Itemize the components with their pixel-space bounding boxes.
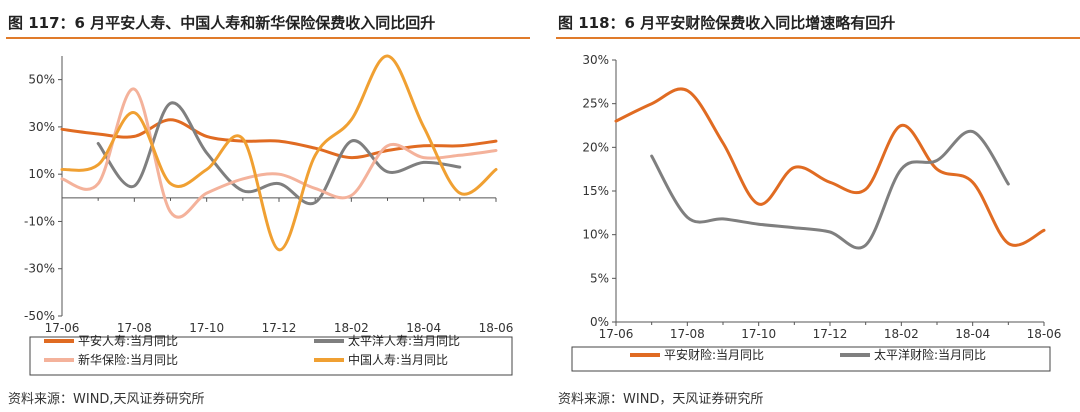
chart-canvas-left: 50% 30% 10% -10% -30% -50%17-06 17-08 17-10 17-1… bbox=[24, 54, 514, 376]
legend-label: 新华保险:当月同比 bbox=[78, 352, 178, 367]
y-tick-label: 25% bbox=[582, 97, 609, 111]
chart-title: 图 117：6 月平安人寿、中国人寿和新华保险保费收入同比回升 bbox=[8, 14, 436, 32]
x-tick-label: 18-02 bbox=[884, 327, 919, 341]
x-tick-label: 17-10 bbox=[741, 327, 776, 341]
title-divider bbox=[556, 37, 1080, 39]
y-tick-label: -50% bbox=[24, 309, 55, 323]
x-tick-label: 17-12 bbox=[262, 321, 297, 335]
x-tick-label: 17-10 bbox=[189, 321, 224, 335]
x-tick-label: 17-08 bbox=[670, 327, 705, 341]
y-tick-label: 30% bbox=[582, 53, 609, 67]
y-tick-label: 30% bbox=[28, 120, 55, 134]
legend-label: 平安财险:当月同比 bbox=[664, 347, 764, 362]
chart-title: 图 118：6 月平安财险保费收入同比增速略有回升 bbox=[558, 14, 896, 32]
y-tick-label: 10% bbox=[582, 228, 609, 242]
series-line bbox=[60, 118, 498, 160]
source-note: 资料来源：WIND,天风证券研究所 bbox=[8, 392, 205, 407]
title-divider bbox=[6, 37, 530, 39]
x-tick-label: 17-12 bbox=[813, 327, 848, 341]
x-tick-label: 18-06 bbox=[479, 321, 514, 335]
source-note: 资料来源：WIND，天风证券研究所 bbox=[558, 392, 764, 407]
legend-label: 中国人寿:当月同比 bbox=[348, 352, 448, 367]
x-tick-label: 17-08 bbox=[117, 321, 152, 335]
x-tick-label: 17-06 bbox=[45, 321, 80, 335]
legend-label: 太平洋财险:当月同比 bbox=[874, 347, 986, 362]
chart-canvas-right: 30% 25% 20% 15% 10% 5% 0%17-06 17-08 17-10 17-12 1… bbox=[571, 53, 1062, 372]
y-tick-label: 5% bbox=[590, 271, 609, 285]
x-tick-label: 18-06 bbox=[1027, 327, 1062, 341]
x-tick-label: 18-02 bbox=[334, 321, 369, 335]
y-tick-label: 15% bbox=[582, 184, 609, 198]
legend-box bbox=[29, 336, 513, 376]
legend-label: 太平洋人寿:当月同比 bbox=[348, 333, 460, 348]
x-tick-label: 17-06 bbox=[599, 327, 634, 341]
y-tick-label: 20% bbox=[582, 140, 609, 154]
series-line bbox=[60, 54, 498, 252]
series-line bbox=[650, 129, 1010, 250]
chart-panel-right: 图 118：6 月平安财险保费收入同比增速略有回升 30% 25% 20% 15% 10… bbox=[550, 0, 1080, 412]
series-line bbox=[96, 101, 462, 206]
legend-label: 平安人寿:当月同比 bbox=[78, 333, 178, 348]
series-line bbox=[614, 87, 1046, 247]
y-tick-label: 0% bbox=[590, 315, 609, 329]
chart-panel-left: 图 117：6 月平安人寿、中国人寿和新华保险保费收入同比回升 50% 30% 10… bbox=[0, 0, 530, 412]
y-tick-label: 10% bbox=[28, 167, 55, 181]
series-line bbox=[60, 87, 498, 219]
x-tick-label: 18-04 bbox=[955, 327, 990, 341]
x-tick-label: 18-04 bbox=[406, 321, 441, 335]
legend-box bbox=[571, 346, 1051, 372]
y-tick-label: -30% bbox=[24, 262, 55, 276]
y-tick-label: 50% bbox=[28, 73, 55, 87]
y-tick-label: -10% bbox=[24, 214, 55, 228]
